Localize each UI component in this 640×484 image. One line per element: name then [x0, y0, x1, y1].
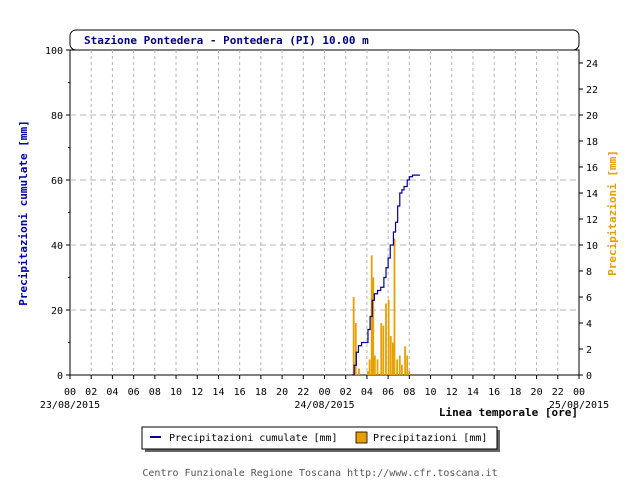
- bar: [376, 359, 379, 375]
- bar: [401, 364, 403, 375]
- bar: [389, 336, 392, 375]
- left-tick-label: 20: [51, 306, 63, 317]
- bar: [380, 323, 383, 375]
- left-tick-label: 0: [57, 371, 63, 382]
- x-tick-label: 00: [64, 387, 76, 398]
- right-tick-label: 4: [586, 319, 592, 330]
- right-tick-label: 18: [586, 137, 598, 148]
- x-tick-label: 08: [149, 387, 161, 398]
- legend-box: [141, 426, 498, 450]
- bar: [382, 325, 385, 375]
- x-axis: 00 02 04 06 08 10 12 14 16 18 20 22 00 02 04 06 08 10 12 14…: [40, 375, 609, 411]
- series-line-cumulative: [352, 174, 420, 376]
- x-tick-label: 16: [488, 387, 500, 398]
- x-tick-label: 06: [382, 387, 394, 398]
- right-tick-label: 16: [586, 163, 598, 174]
- x-date-label: 24/08/2015: [294, 400, 354, 411]
- bar: [385, 303, 387, 375]
- x-tick-label: 10: [170, 387, 182, 398]
- bar: [396, 359, 399, 375]
- right-tick-label: 12: [586, 215, 598, 226]
- right-tick-label: 24: [586, 59, 598, 70]
- bar: [352, 297, 355, 375]
- x-tick-label: 08: [403, 387, 415, 398]
- x-tick-label: 20: [276, 387, 288, 398]
- x-tick-label: 04: [361, 387, 373, 398]
- bar: [393, 238, 396, 375]
- bar: [408, 371, 411, 375]
- x-date-label: 25/08/2015: [549, 400, 609, 411]
- right-tick-label: 8: [586, 267, 592, 278]
- bar: [367, 371, 369, 375]
- right-tick-label: 22: [586, 85, 598, 96]
- x-tick-label: 00: [318, 387, 330, 398]
- bar: [372, 277, 375, 375]
- x-tick-label: 12: [191, 387, 203, 398]
- bar-series: [352, 238, 411, 375]
- x-tick-label: 06: [128, 387, 140, 398]
- right-tick-label: 14: [586, 189, 598, 200]
- right-tick-label: 20: [586, 111, 598, 122]
- left-axis-label: Precipitazioni cumulate [mm]: [17, 120, 30, 305]
- x-tick-label: 16: [234, 387, 246, 398]
- line-series: [352, 174, 420, 376]
- bar: [368, 359, 371, 375]
- right-tick-label: 6: [586, 293, 592, 304]
- x-tick-label: 00: [573, 387, 585, 398]
- left-tick-label: 60: [51, 176, 63, 187]
- legend-label-cumulative: Precipitazioni cumulate [mm]: [169, 433, 338, 444]
- x-tick-label: 22: [552, 387, 564, 398]
- right-tick-label: 0: [586, 371, 592, 382]
- bar: [404, 346, 406, 375]
- footer-credit: Centro Funzionale Regione Toscana http:/…: [142, 468, 497, 479]
- bar: [398, 355, 401, 375]
- left-tick-label: 100: [45, 46, 63, 57]
- left-tick-label: 40: [51, 241, 63, 252]
- bar: [406, 355, 409, 375]
- left-axis: 0 20 40 60 80 100: [45, 46, 70, 382]
- x-tick-label: 20: [531, 387, 543, 398]
- bar: [391, 342, 394, 375]
- bar: [373, 355, 376, 375]
- x-tick-label: 04: [106, 387, 118, 398]
- legend-label-precip: Precipitazioni [mm]: [373, 433, 487, 444]
- grid: [70, 50, 579, 375]
- left-tick-label: 80: [51, 111, 63, 122]
- x-tick-label: 10: [425, 387, 437, 398]
- x-tick-label: 14: [212, 387, 224, 398]
- legend-box-swatch: [355, 431, 368, 444]
- x-date-label: 23/08/2015: [40, 400, 100, 411]
- bar: [354, 323, 357, 375]
- x-tick-label: 02: [340, 387, 352, 398]
- x-tick-label: 14: [467, 387, 479, 398]
- right-tick-label: 2: [586, 345, 592, 356]
- x-axis-label: Linea temporale [ore]: [439, 406, 578, 419]
- x-tick-label: 12: [446, 387, 458, 398]
- right-axis-label: Precipitazioni [mm]: [606, 150, 619, 276]
- x-tick-label: 22: [297, 387, 309, 398]
- bar: [387, 299, 390, 375]
- bar: [358, 368, 360, 375]
- x-tick-label: 18: [255, 387, 267, 398]
- chart-title: Stazione Pontedera - Pontedera (PI) 10.0…: [84, 34, 369, 47]
- x-tick-label: 02: [85, 387, 97, 398]
- right-tick-label: 10: [586, 241, 598, 252]
- x-tick-label: 18: [509, 387, 521, 398]
